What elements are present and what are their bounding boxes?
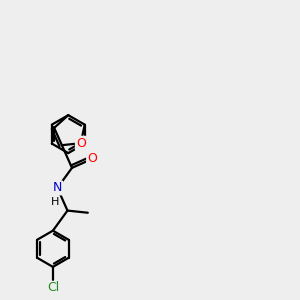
Text: O: O xyxy=(76,137,86,150)
Text: N: N xyxy=(53,182,62,194)
Text: H: H xyxy=(51,197,59,207)
Text: Cl: Cl xyxy=(47,281,59,295)
Text: O: O xyxy=(87,152,97,166)
